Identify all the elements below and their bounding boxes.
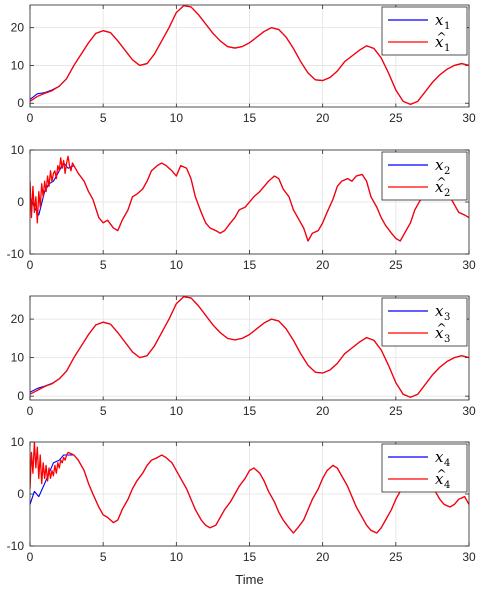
legend: x 3x^3 bbox=[381, 297, 468, 347]
legend-symbol: x bbox=[435, 448, 444, 466]
x-tick-label: 0 bbox=[27, 111, 34, 125]
axes-box bbox=[29, 149, 470, 255]
x-tick-label: 15 bbox=[243, 258, 257, 272]
x-tick-label: 5 bbox=[100, 258, 107, 272]
y-tick-label: 0 bbox=[17, 389, 24, 403]
legend-subscript: 2 bbox=[444, 188, 450, 199]
legend-symbol: x bbox=[435, 324, 444, 342]
x-tick-label: 0 bbox=[27, 404, 34, 418]
legend-subscript: 3 bbox=[444, 334, 450, 345]
x-tick-label: 20 bbox=[316, 550, 330, 564]
legend-box bbox=[381, 6, 468, 56]
x-tick-label: 25 bbox=[389, 404, 403, 418]
legend-subscript: 4 bbox=[444, 480, 450, 491]
x-tick-label: 30 bbox=[462, 404, 476, 418]
x-tick-label: 30 bbox=[462, 111, 476, 125]
y-tick-label: 0 bbox=[17, 96, 24, 110]
legend-box bbox=[381, 297, 468, 347]
legend-box bbox=[381, 443, 468, 493]
y-tick-label: 20 bbox=[11, 21, 25, 35]
axes-box bbox=[29, 295, 470, 401]
legend-subscript: 1 bbox=[444, 21, 450, 32]
x-tick-label: 0 bbox=[27, 550, 34, 564]
y-tick-label: 0 bbox=[17, 487, 24, 501]
legend-subscript: 2 bbox=[444, 166, 450, 177]
legend-subscript: 1 bbox=[444, 43, 450, 54]
x-tick-label: 20 bbox=[316, 258, 330, 272]
x-tick-label: 0 bbox=[27, 258, 34, 272]
legend-symbol: x bbox=[435, 156, 444, 174]
x-tick-label: 20 bbox=[316, 404, 330, 418]
x-tick-label: 10 bbox=[170, 404, 184, 418]
legend-subscript: 4 bbox=[444, 458, 450, 469]
legend-hat: ^ bbox=[437, 175, 447, 189]
x-tick-label: 30 bbox=[462, 550, 476, 564]
legend-symbol: x bbox=[435, 33, 444, 51]
x-tick-label: 15 bbox=[243, 550, 257, 564]
legend-symbol: x bbox=[435, 178, 444, 196]
x-tick-label: 5 bbox=[100, 404, 107, 418]
legend-hat: ^ bbox=[437, 467, 447, 481]
legend-symbol: x bbox=[435, 11, 444, 29]
y-tick-label: 0 bbox=[17, 195, 24, 209]
x-tick-label: 15 bbox=[243, 404, 257, 418]
legend-box bbox=[381, 151, 468, 201]
x-tick-label: 25 bbox=[389, 550, 403, 564]
y-tick-label: 10 bbox=[11, 58, 25, 72]
y-tick-label: -10 bbox=[7, 247, 25, 261]
x-tick-label: 10 bbox=[170, 550, 184, 564]
x-tick-label: 10 bbox=[170, 111, 184, 125]
y-tick-label: 20 bbox=[11, 312, 25, 326]
legend-symbol: x bbox=[435, 302, 444, 320]
axes-box bbox=[29, 4, 470, 108]
x-tick-label: 5 bbox=[100, 550, 107, 564]
x-tick-label: 5 bbox=[100, 111, 107, 125]
y-tick-label: 10 bbox=[11, 143, 25, 157]
series-line-estimate bbox=[30, 5, 469, 106]
y-tick-label: -10 bbox=[7, 539, 25, 553]
x-tick-label: 15 bbox=[243, 111, 257, 125]
legend: x 4x^4 bbox=[381, 443, 468, 493]
x-tick-label: 20 bbox=[316, 111, 330, 125]
legend: x 1x^1 bbox=[381, 6, 468, 56]
x-axis-label: Time bbox=[235, 572, 263, 587]
x-tick-label: 25 bbox=[389, 111, 403, 125]
series-line-estimate bbox=[30, 155, 469, 242]
x-tick-label: 30 bbox=[462, 258, 476, 272]
legend-subscript: 3 bbox=[444, 312, 450, 323]
axes-box bbox=[29, 441, 470, 547]
x-tick-label: 25 bbox=[389, 258, 403, 272]
legend: x 2x^2 bbox=[381, 151, 468, 201]
legend-symbol: x bbox=[435, 470, 444, 488]
y-tick-label: 10 bbox=[11, 435, 25, 449]
series-line-estimate bbox=[30, 442, 469, 534]
x-tick-label: 10 bbox=[170, 258, 184, 272]
legend-hat: ^ bbox=[437, 321, 447, 335]
legend-hat: ^ bbox=[437, 30, 447, 44]
series-line-estimate bbox=[30, 296, 469, 398]
y-tick-label: 10 bbox=[11, 351, 25, 365]
